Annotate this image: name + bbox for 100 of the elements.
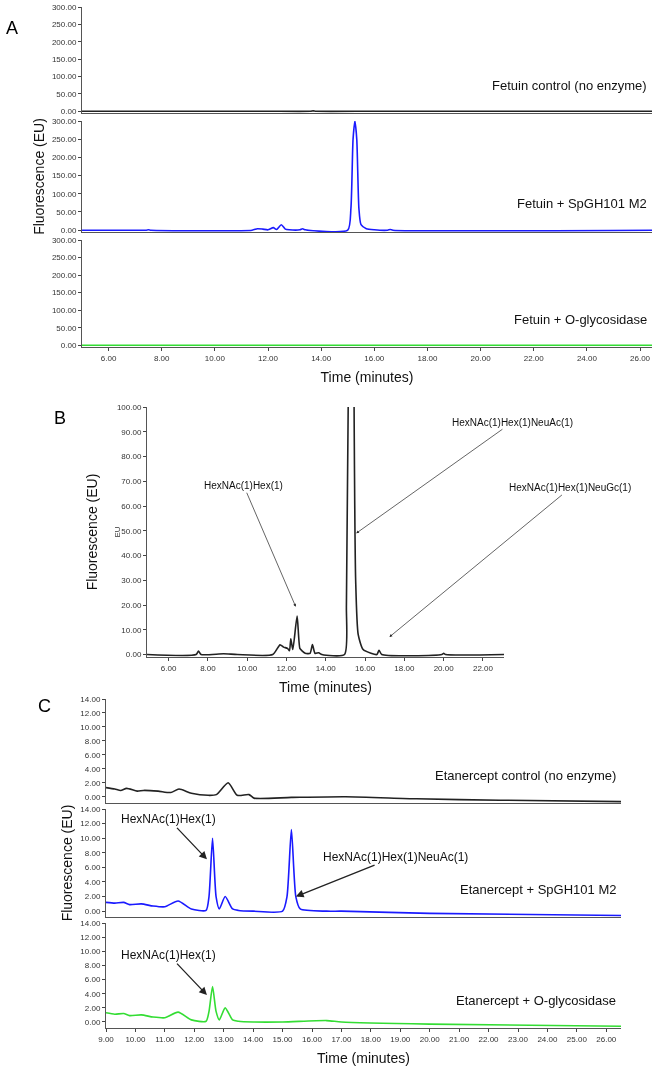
x-tick-label: 20.00	[470, 353, 492, 363]
x-tick-label: 16.00	[355, 663, 376, 673]
y-tick-label: 20.00	[121, 600, 142, 610]
y-tick-label: 80.00	[121, 452, 142, 462]
y-tick-label: 0.00	[84, 1017, 101, 1027]
y-tick-label: 12.00	[80, 708, 101, 718]
y-tick-label: 250.00	[51, 253, 77, 263]
x-tick-label: 12.00	[257, 353, 279, 363]
y-tick-label: 4.00	[84, 764, 101, 774]
y-tick-label: 0.00	[84, 906, 101, 916]
y-tick-label: 300.00	[51, 116, 77, 126]
x-tick-label: 8.00	[153, 353, 171, 363]
x-tick-label: 20.00	[419, 1034, 441, 1044]
x-tick-label: 22.00	[478, 1034, 500, 1044]
x-tick-label: 14.00	[315, 663, 337, 673]
y-tick-label: 8.00	[84, 848, 101, 858]
x-axis-title: Time (minutes)	[317, 1049, 410, 1066]
annotation: HexNAc(1)Hex(1)	[121, 812, 216, 826]
x-tick-label: 16.00	[364, 353, 385, 363]
y-tick-label: 100.00	[51, 72, 77, 82]
x-axis-title: Time (minutes)	[279, 678, 372, 695]
y-tick-label: 50.00	[56, 207, 77, 217]
y-tick-label: 50.00	[56, 323, 77, 333]
y-tick-label: 2.00	[84, 778, 101, 788]
chart-title: C	[38, 696, 51, 716]
x-tick-label: 14.00	[243, 1034, 264, 1044]
x-tick-label: 22.00	[523, 353, 545, 363]
y-tick-label: 10.00	[121, 625, 142, 635]
x-tick-label: 16.00	[301, 1034, 323, 1044]
y-tick-label: 0.00	[60, 341, 77, 351]
y-tick-label: 200.00	[51, 270, 77, 280]
series-label: Fetuin + SpGH101 M2	[517, 196, 647, 211]
x-tick-label: 14.00	[311, 353, 332, 363]
y-tick-label: 250.00	[51, 135, 77, 144]
x-tick-label: 25.00	[566, 1034, 588, 1044]
y-tick-label: 100.00	[51, 189, 77, 199]
x-axis-title: Time (minutes)	[320, 368, 414, 385]
y-tick-label: 100.00	[116, 402, 142, 412]
annotation: HexNAc(1)Hex(1)NeuAc(1)	[452, 417, 574, 428]
x-tick-label: 18.00	[417, 353, 438, 363]
y-tick-label: 6.00	[84, 975, 101, 985]
x-tick-label: 11.00	[155, 1034, 176, 1044]
annotation: HexNAc(1)Hex(1)	[204, 480, 283, 491]
annotation: HexNAc(1)Hex(1)NeuAc(1)	[323, 850, 469, 864]
x-tick-label: 10.00	[237, 663, 258, 673]
y-tick-label: 0.00	[60, 225, 77, 235]
y-tick-label: 40.00	[121, 551, 142, 561]
x-tick-label: 17.00	[331, 1034, 352, 1044]
y-tick-label: 300.00	[51, 235, 77, 245]
series-label: Etanercept + SpGH101 M2	[460, 882, 617, 897]
text: A	[6, 18, 19, 38]
y-tick-label: 100.00	[51, 305, 77, 315]
y-tick-label: 50.00	[121, 526, 142, 536]
x-tick-label: 22.00	[472, 663, 494, 673]
y-tick-label: 30.00	[121, 576, 142, 586]
y-tick-label: 14.00	[80, 694, 101, 704]
x-tick-label: 24.00	[576, 353, 598, 363]
series-label: Fetuin + O-glycosidase	[514, 312, 648, 327]
x-tick-label: 6.00	[160, 663, 177, 673]
y-tick-label: 14.00	[80, 918, 101, 928]
y-tick-label: 8.00	[84, 736, 101, 746]
y-axis-title: Fluorescence (EU)	[30, 118, 47, 235]
y-tick-label: 8.00	[84, 961, 101, 971]
x-tick-label: 13.00	[213, 1034, 235, 1044]
y-tick-label: 0.00	[60, 107, 77, 117]
y-tick-label: 4.00	[84, 877, 101, 887]
y-tick-label: 150.00	[51, 288, 77, 298]
y-tick-label: 250.00	[51, 20, 77, 30]
y-tick-label: 2.00	[84, 1003, 101, 1013]
line-series	[82, 121, 652, 232]
y-tick-label: 10.00	[80, 947, 101, 957]
y-tick-label: 90.00	[121, 427, 142, 437]
y-tick-label: 60.00	[121, 501, 142, 511]
series-label: Etanercept control (no enzyme)	[435, 768, 617, 783]
series-label: Etanercept + O-glycosidase	[456, 993, 617, 1008]
annotation: HexNAc(1)Hex(1)	[121, 948, 216, 962]
y-tick-label: 0.00	[125, 650, 142, 660]
y-tick-label: 12.00	[80, 819, 101, 829]
x-tick-label: 9.00	[98, 1034, 115, 1044]
x-tick-label: 26.00	[596, 1034, 617, 1044]
x-tick-label: 12.00	[184, 1034, 205, 1044]
x-tick-label: 19.00	[390, 1034, 411, 1044]
y-tick-label: 300.00	[51, 2, 77, 12]
y-tick-label: 4.00	[84, 989, 101, 999]
x-tick-label: 21.00	[449, 1034, 470, 1044]
x-tick-label: 12.00	[276, 663, 298, 673]
y-tick-label: 10.00	[80, 833, 101, 843]
y-tick-label: 200.00	[51, 37, 77, 47]
y-tick-label: 10.00	[80, 722, 101, 732]
chart-title: B	[54, 408, 67, 428]
x-tick-label: 20.00	[433, 663, 455, 673]
x-tick-label: 23.00	[507, 1034, 529, 1044]
x-tick-label: 18.00	[394, 663, 415, 673]
y-tick-label: 0.00	[84, 792, 101, 802]
y-tick-label: 6.00	[84, 750, 101, 760]
y-tick-label: 200.00	[51, 153, 77, 163]
y-tick-label: 50.00	[56, 89, 77, 99]
y-axis-title: Fluorescence (EU)	[58, 804, 75, 922]
annotation: HexNAc(1)Hex(1)NeuGc(1)	[509, 482, 632, 493]
x-tick-label: 15.00	[272, 1034, 294, 1044]
